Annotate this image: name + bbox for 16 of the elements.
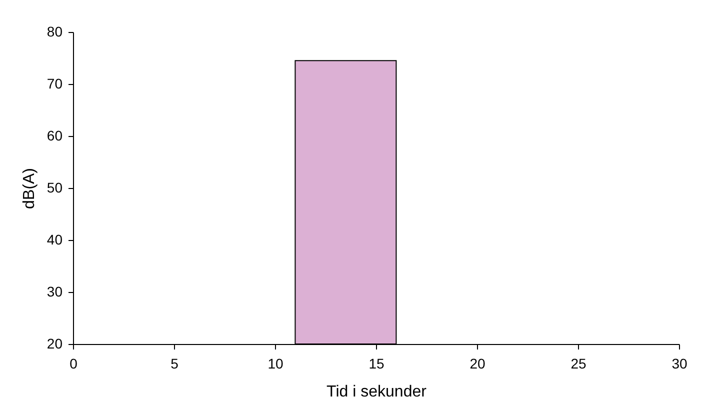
y-tick-label: 40 [46, 232, 63, 248]
y-tick-label: 30 [46, 284, 63, 300]
x-axis-title: Tid i sekunder [326, 384, 428, 400]
y-tick-label: 70 [46, 76, 63, 92]
y-axis-title: dB(A) [20, 168, 38, 209]
y-tick-label: 80 [46, 24, 63, 40]
x-tick-label: 30 [672, 356, 688, 372]
x-tick-label: 0 [70, 356, 78, 372]
x-tick-label: 5 [170, 356, 179, 372]
x-tick-label: 20 [470, 356, 486, 372]
x-tick-label: 10 [268, 356, 284, 372]
y-tick-label: 60 [46, 128, 63, 144]
y-tick-label: 20 [46, 336, 63, 352]
x-tick-label: 25 [570, 356, 586, 372]
y-tick-label: 50 [46, 180, 63, 196]
x-tick-label: 15 [368, 356, 384, 372]
